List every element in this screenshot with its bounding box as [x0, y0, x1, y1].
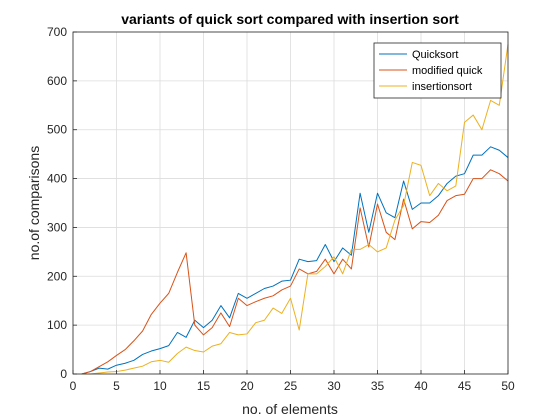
series-line-quicksort: [81, 146, 509, 375]
y-axis-label: no.of comparisons: [26, 146, 42, 260]
chart-title: variants of quick sort compared with ins…: [121, 11, 459, 27]
legend-label: modified quick: [412, 65, 483, 77]
legend-label: Quicksort: [412, 49, 458, 61]
x-tick-label: 15: [197, 379, 211, 393]
y-tick-label: 100: [47, 318, 67, 332]
x-tick-label: 0: [70, 379, 77, 393]
x-tick-label: 50: [501, 379, 515, 393]
legend-items: Quicksort modified quick insertionsort: [379, 49, 483, 93]
legend: Quicksort modified quick insertionsort: [373, 42, 502, 99]
series-line-insertionsort: [81, 44, 509, 375]
x-tick-label: 40: [414, 379, 428, 393]
axis-ticks: 0 5 10 15 20 25 30 35 40 45 5001002003004005006007…: [47, 25, 515, 393]
x-tick-label: 35: [371, 379, 385, 393]
x-tick-label: 45: [458, 379, 472, 393]
x-tick-label: 25: [284, 379, 298, 393]
x-axis-label: no. of elements: [242, 401, 338, 417]
y-tick-label: 300: [47, 220, 67, 234]
y-tick-label: 700: [47, 25, 67, 39]
legend-label: insertionsort: [412, 81, 472, 93]
x-tick-label: 5: [113, 379, 120, 393]
x-tick-label: 30: [327, 379, 341, 393]
y-tick-label: 600: [47, 74, 67, 88]
series-lines: [81, 44, 509, 375]
x-tick-label: 10: [153, 379, 167, 393]
y-tick-label: 500: [47, 123, 67, 137]
y-tick-label: 200: [47, 269, 67, 283]
y-tick-label: 0: [60, 367, 67, 381]
x-tick-label: 20: [240, 379, 254, 393]
y-tick-label: 400: [47, 172, 67, 186]
series-line-modified-quick: [81, 169, 509, 375]
